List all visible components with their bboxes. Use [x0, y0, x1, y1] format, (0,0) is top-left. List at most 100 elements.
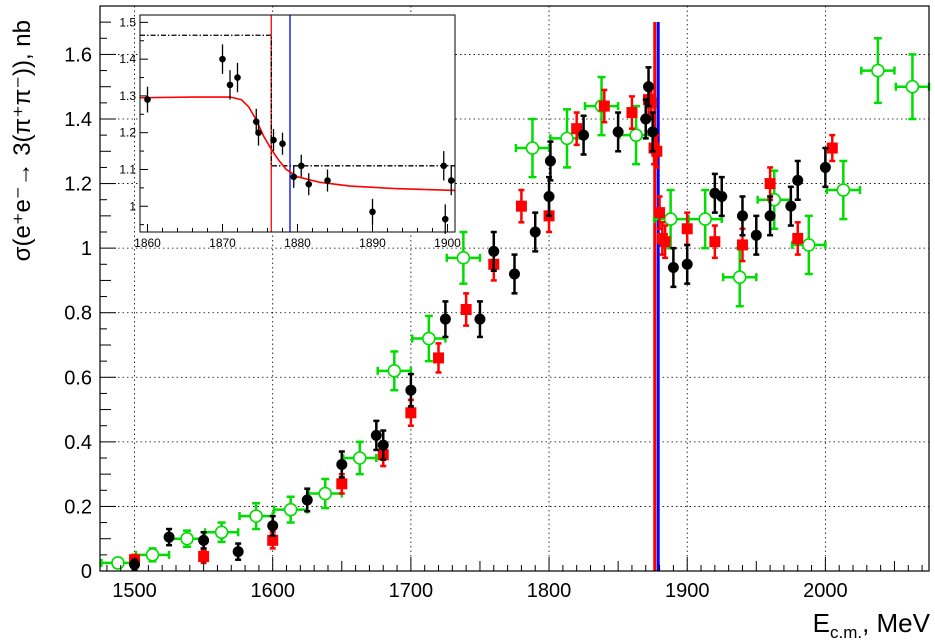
fit-curve [139, 96, 456, 192]
data-point [203, 521, 240, 544]
data-point [134, 547, 171, 563]
data-point [750, 214, 762, 256]
inset-y-tick-label: 1.3 [119, 89, 136, 103]
data-point [790, 214, 827, 276]
inset-axes: 1860 1870 1880 1890 1900 1 1.1 1.2 1.3 1.4 1.5 [119, 15, 461, 250]
data-point [509, 253, 520, 295]
data-point [439, 300, 451, 339]
data-point [598, 88, 610, 124]
data-point [643, 66, 655, 108]
data-point [267, 514, 279, 537]
data-point [819, 146, 831, 189]
y-tick-label: 1.4 [64, 109, 92, 131]
x-tick-label: 1600 [250, 580, 295, 602]
data-point [447, 165, 455, 196]
y-tick-label: 0.6 [64, 367, 92, 389]
y-tick-label: 0.8 [64, 303, 92, 325]
data-point [279, 132, 286, 155]
data-point [198, 548, 210, 565]
inset-y-tick-label: 1.2 [119, 126, 136, 140]
x-axis-label: Ec.m., MeV [813, 608, 931, 640]
data-point [825, 159, 862, 221]
data-point [163, 527, 175, 547]
data-point [301, 487, 313, 513]
y-tick-label: 0.2 [64, 496, 92, 518]
data-point [411, 314, 447, 363]
data-point [144, 86, 151, 113]
main-axes: 1500 1600 1700 1800 1900 2000 0 0.2 0.4 0.6 0.8 1 1.… [64, 21, 923, 602]
y-axis-label: σ(e⁺e⁻→ 3(π⁺π⁻)), nb [9, 20, 36, 261]
data-point [709, 224, 721, 260]
data-point [543, 175, 555, 218]
inset-x-tick-label: 1880 [284, 236, 311, 250]
data-point [234, 62, 241, 93]
data-point [232, 542, 244, 561]
data-point [681, 243, 693, 285]
y-tick-label: 1.2 [64, 174, 92, 196]
x-tick-label: 1900 [665, 580, 710, 602]
data-point [687, 188, 723, 250]
inset-x-tick-label: 1860 [134, 236, 161, 250]
data-point [441, 204, 449, 234]
y-tick-label: 0.4 [64, 432, 92, 454]
step-line [140, 34, 455, 167]
inset-y-tick-label: 1.5 [119, 15, 136, 29]
data-point [826, 133, 838, 163]
data-point [618, 104, 654, 166]
data-point [681, 211, 693, 247]
data-point [460, 292, 472, 327]
data-point [529, 211, 541, 253]
data-point [571, 111, 583, 147]
data-point [736, 195, 748, 237]
main-plot-frame [99, 5, 930, 572]
x-axis-label-main: E [813, 608, 830, 638]
inset-y-tick-label: 1 [129, 199, 136, 213]
inset-background [140, 15, 455, 232]
data-point [474, 300, 486, 339]
data-point [626, 95, 638, 130]
y-tick-label: 1.6 [64, 44, 92, 66]
data-point [440, 151, 448, 181]
data-point [488, 230, 500, 272]
data-point [377, 429, 389, 461]
data-point [792, 221, 804, 256]
data-point [549, 108, 585, 169]
data-point [255, 119, 262, 146]
inset-fit-curve [139, 96, 456, 192]
data-point [785, 185, 797, 227]
data-point [612, 111, 624, 153]
data-point [305, 173, 313, 196]
data-point [226, 70, 234, 100]
x-axis-label-unit: , MeV [862, 608, 931, 638]
data-point [544, 140, 556, 182]
data-point [270, 129, 277, 152]
x-tick-label: 2000 [803, 580, 848, 602]
x-tick-label: 1500 [112, 580, 157, 602]
data-point [369, 198, 376, 225]
data-point [647, 111, 659, 153]
data-point [445, 230, 482, 285]
inset-x-tick-label: 1890 [359, 236, 386, 250]
data-point [578, 114, 590, 156]
data-point [860, 37, 896, 105]
x-tick-label: 1800 [527, 580, 572, 602]
data-point [433, 342, 445, 374]
data-point [515, 188, 527, 224]
data-point [764, 195, 776, 237]
data-point [376, 350, 413, 392]
data-point [405, 372, 417, 408]
data-point [297, 154, 305, 177]
data-point [198, 531, 210, 550]
inset-plot: 1860 1870 1880 1890 1900 1 1.1 1.2 1.3 1.4 1.5 [119, 14, 461, 250]
inset-step-line [140, 34, 455, 167]
data-point [716, 175, 728, 218]
inset-data-points [144, 44, 455, 234]
inset-y-tick-label: 1.1 [119, 162, 136, 176]
data-point [336, 450, 348, 479]
data-point [219, 44, 226, 74]
x-axis-label-sub: c.m. [830, 623, 862, 640]
data-point [370, 419, 382, 452]
data-point [341, 440, 378, 476]
inset-x-tick-label: 1900 [434, 236, 461, 250]
